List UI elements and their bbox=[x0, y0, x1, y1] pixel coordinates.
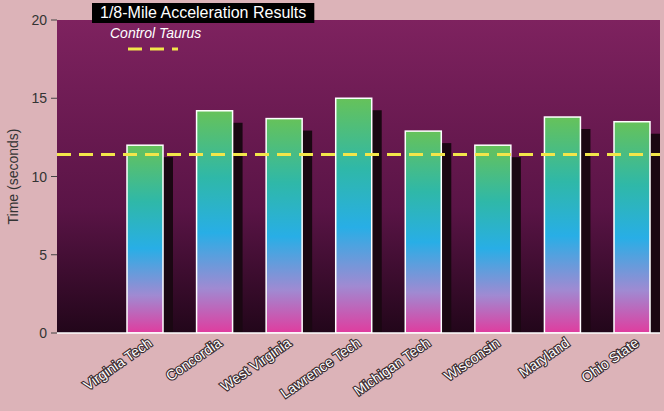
y-tick bbox=[51, 20, 57, 21]
y-tick-label: 5 bbox=[39, 247, 47, 263]
bar bbox=[266, 119, 302, 333]
x-tick-label: Wisconsin bbox=[441, 334, 502, 384]
x-tick-label: Virginia Tech bbox=[80, 334, 154, 393]
y-tick bbox=[51, 176, 57, 177]
y-axis-title: Time (seconds) bbox=[5, 129, 21, 225]
x-tick-label: Michigan Tech bbox=[351, 334, 433, 398]
title: 1/8-Mile Acceleration Results bbox=[100, 4, 306, 21]
reference-line bbox=[57, 153, 660, 156]
legend-label: Control Taurus bbox=[110, 25, 201, 41]
bar bbox=[405, 131, 441, 333]
y-tick bbox=[51, 254, 57, 255]
title-box bbox=[92, 3, 314, 23]
y-tick-label: 15 bbox=[31, 90, 47, 106]
bar bbox=[336, 98, 372, 333]
y-tick-label: 10 bbox=[31, 169, 47, 185]
y-tick-label: 0 bbox=[39, 325, 47, 341]
x-tick-label: Ohio State bbox=[578, 334, 642, 385]
bars bbox=[57, 98, 660, 333]
x-axis-line bbox=[57, 332, 660, 334]
legend-swatch bbox=[128, 48, 178, 51]
x-tick-label: Maryland bbox=[516, 334, 572, 380]
bar bbox=[544, 117, 580, 333]
y-tick-label: 20 bbox=[31, 12, 47, 28]
bar bbox=[127, 145, 163, 333]
plot-background bbox=[57, 20, 660, 333]
bar bbox=[475, 145, 511, 333]
x-tick-label: Concordia bbox=[163, 334, 225, 384]
bar bbox=[197, 111, 233, 333]
x-tick-label: Lawrence Tech bbox=[277, 334, 363, 401]
y-tick bbox=[51, 333, 57, 334]
y-tick bbox=[51, 98, 57, 99]
